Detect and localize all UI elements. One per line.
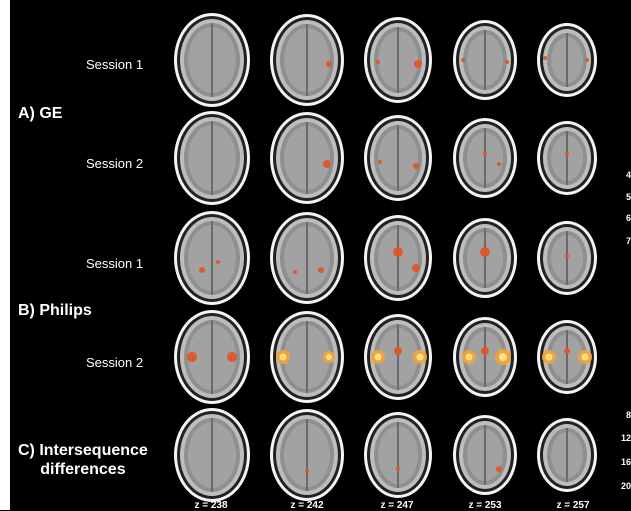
brain-slice-image [453, 20, 517, 100]
brain-slice-image [537, 221, 597, 295]
z-label-253: z = 253 [468, 500, 502, 511]
brain-slice-image [270, 14, 344, 106]
colorbar-number: 12 [620, 433, 631, 443]
group-label-intersequence: C) Intersequence differences [18, 441, 148, 479]
brain-slice-image [174, 310, 250, 404]
colorbar-number: 8 [625, 410, 631, 420]
session-label-philips-1: Session 1 [86, 256, 144, 271]
z-label-242: z = 242 [290, 500, 324, 511]
colorbar-number: 16 [620, 457, 631, 467]
group-label-philips: B) Philips [18, 302, 92, 319]
brain-slice-image [364, 17, 432, 103]
brain-slice-image [270, 409, 344, 501]
colorbar-number: 7 [625, 236, 631, 246]
brain-slice-image [270, 212, 344, 304]
brain-slice-image [174, 111, 250, 205]
brain-slice-image [174, 13, 250, 107]
z-label-238: z = 238 [194, 500, 228, 511]
brain-slice-image [270, 311, 344, 403]
brain-slice-image [453, 317, 517, 397]
brain-slice-image [364, 215, 432, 301]
brain-slice-image [270, 112, 344, 204]
brain-slice-image [364, 115, 432, 201]
brain-slice-image [174, 211, 250, 305]
session-label-philips-2: Session 2 [86, 355, 144, 370]
group-label-intersequence-line1: C) Intersequence [18, 442, 148, 459]
brain-slice-image [537, 320, 597, 394]
group-label-ge: A) GE [18, 105, 63, 122]
brain-slice-image [537, 418, 597, 492]
brain-slice-image [174, 408, 250, 502]
left-margin [0, 0, 10, 510]
z-label-257: z = 257 [556, 500, 590, 511]
colorbar-number: 4 [625, 170, 631, 180]
colorbar-number: 6 [625, 213, 631, 223]
z-label-247: z = 247 [380, 500, 414, 511]
group-label-intersequence-line2: differences [40, 461, 126, 478]
brain-slice-image [453, 218, 517, 298]
colorbar-number: 5 [625, 192, 631, 202]
brain-slice-image [364, 412, 432, 498]
brain-slice-image [537, 121, 597, 195]
brain-slice-image [453, 415, 517, 495]
colorbar-number: 20 [620, 481, 631, 491]
session-label-ge-1: Session 1 [86, 57, 144, 72]
brain-slice-image [537, 23, 597, 97]
session-label-ge-2: Session 2 [86, 156, 144, 171]
brain-slice-image [364, 314, 432, 400]
brain-slice-image [453, 118, 517, 198]
